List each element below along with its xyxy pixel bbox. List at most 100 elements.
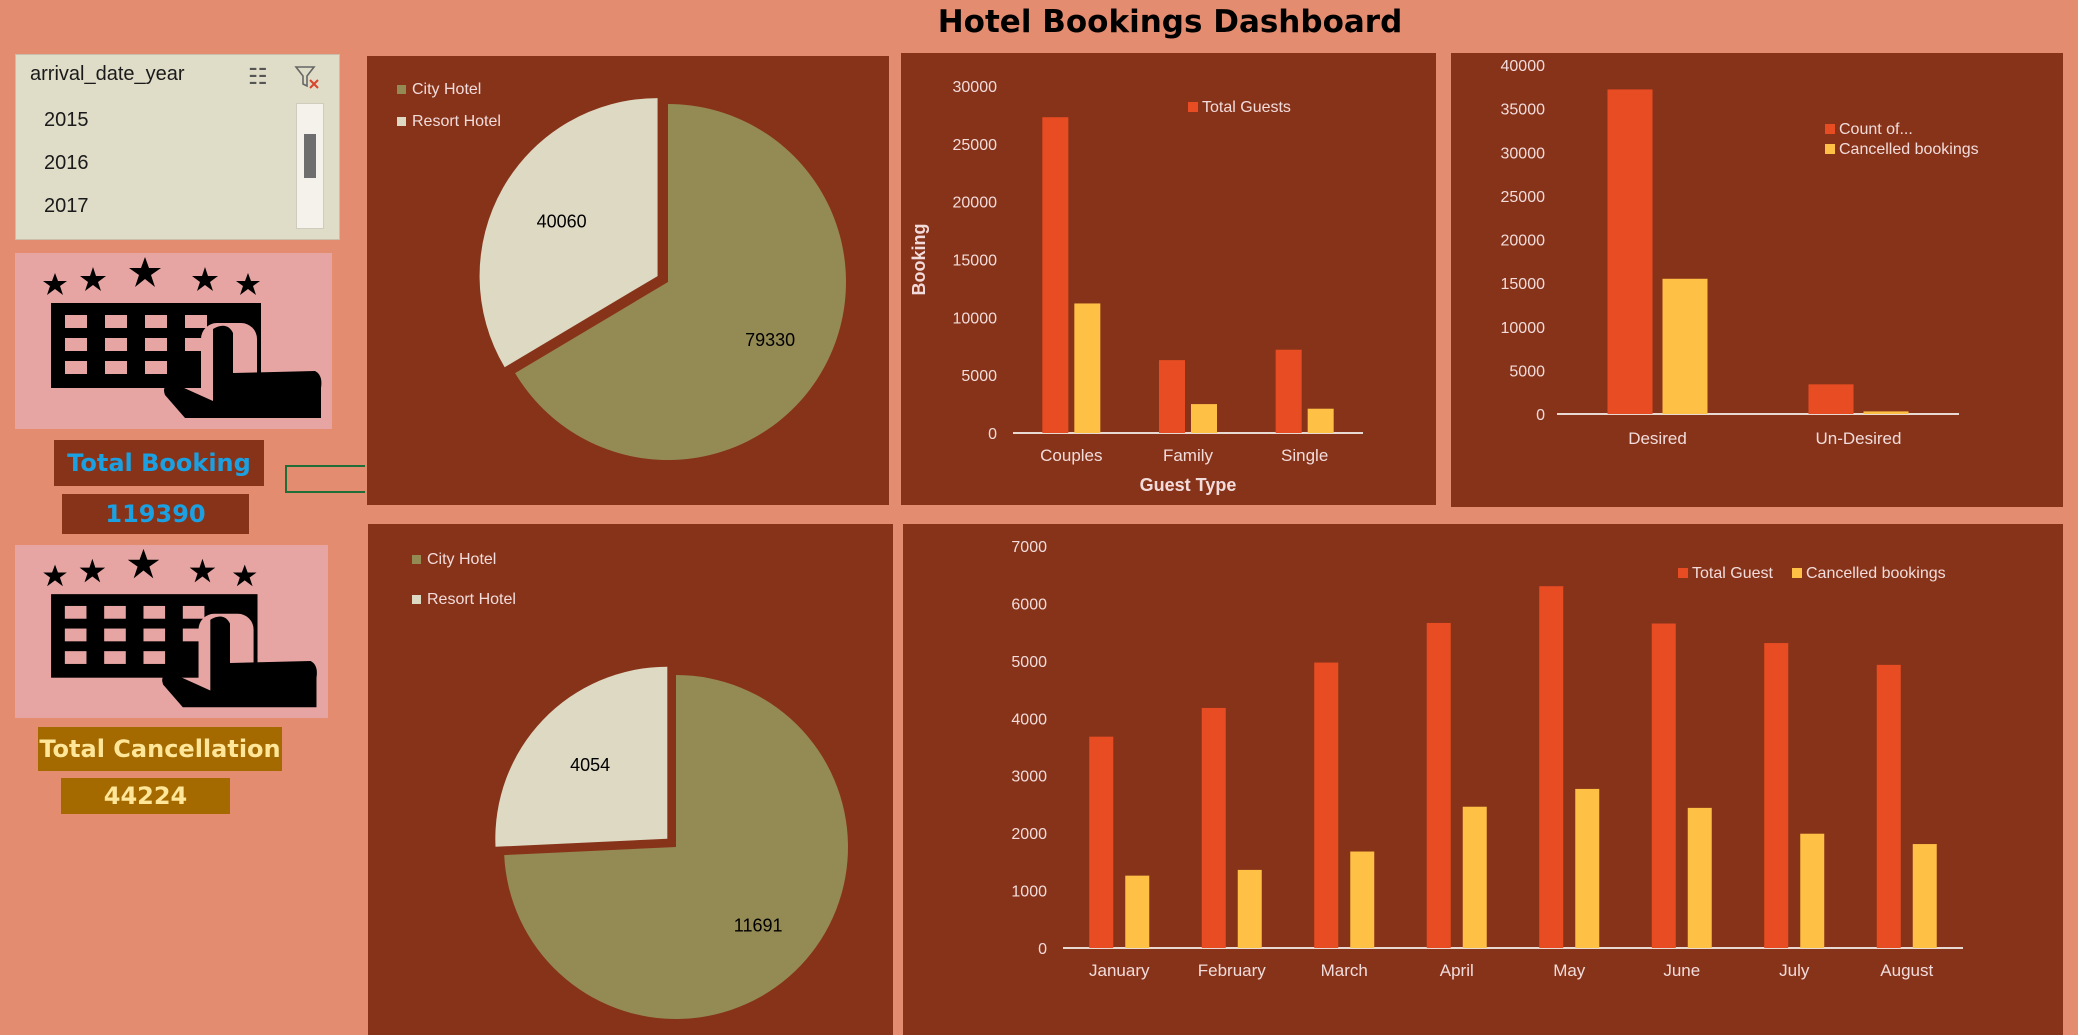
y-tick-label-0: 0 bbox=[1038, 941, 1047, 958]
x-tick-label-5: June bbox=[1663, 961, 1700, 980]
legend-swatch-0 bbox=[1678, 568, 1688, 578]
cancellation-pie-chart: City Hotel Resort Hotel 11691 4054 bbox=[368, 524, 893, 1035]
legend-label-0: Total Guests bbox=[1202, 99, 1291, 116]
total-booking-value: 119390 bbox=[62, 494, 249, 534]
pie-slice-city-hotel bbox=[515, 104, 846, 460]
bar-series-1-family bbox=[1191, 404, 1217, 433]
bar-total-guest-february bbox=[1201, 707, 1226, 948]
y-tick-label-5: 25000 bbox=[1501, 189, 1546, 206]
y-tick-label-0: 0 bbox=[988, 426, 997, 443]
guest-type-bar-chart: 0 5000 10000 15000 20000 25000 30000 Couples Fam… bbox=[901, 53, 1436, 505]
bar-cancelled-bookings-july bbox=[1800, 833, 1825, 948]
y-tick-label-3: 15000 bbox=[1501, 276, 1546, 293]
x-tick-label-1: Family bbox=[1163, 446, 1214, 465]
y-tick-label-5: 25000 bbox=[953, 137, 998, 154]
slicer-scroll-thumb[interactable] bbox=[304, 134, 316, 178]
bar-total-guest-august bbox=[1876, 664, 1901, 948]
bar-total-guests-family bbox=[1159, 360, 1185, 433]
x-tick-label-4: May bbox=[1553, 961, 1586, 980]
bar-count-of--un-desired bbox=[1808, 384, 1854, 414]
legend-swatch-1 bbox=[397, 117, 406, 126]
y-tick-label-2: 2000 bbox=[1011, 826, 1047, 843]
y-tick-label-2: 10000 bbox=[1501, 320, 1546, 337]
y-tick-label-8: 40000 bbox=[1501, 58, 1546, 75]
y-tick-label-5: 5000 bbox=[1011, 654, 1047, 671]
bar-cancelled-bookings-june bbox=[1687, 807, 1712, 948]
bar-series-1-couples bbox=[1074, 303, 1101, 433]
y-tick-label-1: 1000 bbox=[1011, 884, 1047, 901]
y-axis-title: Booking bbox=[909, 224, 929, 296]
legend-swatch-0 bbox=[1188, 102, 1198, 112]
y-tick-label-7: 7000 bbox=[1011, 539, 1047, 556]
bar-total-guest-may bbox=[1539, 586, 1564, 948]
desired-bar-chart: 0 5000 10000 15000 20000 25000 30000 35000 40000… bbox=[1451, 53, 2063, 507]
legend-swatch-0 bbox=[412, 555, 421, 564]
hotel-cancellation-tile bbox=[15, 545, 328, 722]
pie-slice-resort-hotel bbox=[479, 98, 658, 368]
y-tick-label-6: 30000 bbox=[1501, 145, 1546, 162]
clear-filter-icon[interactable] bbox=[294, 64, 320, 96]
cell-selection-box[interactable] bbox=[285, 465, 365, 493]
y-tick-label-4: 4000 bbox=[1011, 711, 1047, 728]
total-cancellation-label: Total Cancellation bbox=[38, 727, 282, 771]
bar-total-guest-march bbox=[1314, 662, 1339, 948]
monthly-bar-chart: 0 1000 2000 3000 4000 5000 6000 7000 January Febr… bbox=[903, 524, 2063, 1035]
y-tick-label-7: 35000 bbox=[1501, 102, 1546, 119]
slicer-item-2017[interactable]: 2017 bbox=[44, 195, 89, 217]
x-tick-label-2: March bbox=[1321, 961, 1368, 980]
x-tick-label-1: Un-Desired bbox=[1816, 429, 1902, 448]
y-tick-label-6: 6000 bbox=[1011, 596, 1047, 613]
total-cancellation-value: 44224 bbox=[61, 778, 230, 814]
legend-label-1: Cancelled bookings bbox=[1839, 141, 1979, 158]
legend-label-0: City Hotel bbox=[427, 551, 496, 568]
y-tick-label-4: 20000 bbox=[953, 195, 998, 212]
bar-count-of--desired bbox=[1607, 89, 1653, 415]
y-tick-label-1: 5000 bbox=[1509, 363, 1545, 380]
bar-cancelled-bookings-april bbox=[1462, 806, 1487, 948]
legend-label-1: Resort Hotel bbox=[427, 591, 516, 608]
bar-cancelled-bookings-march bbox=[1350, 851, 1375, 948]
legend-label-0: Total Guest bbox=[1692, 565, 1773, 582]
y-tick-label-1: 5000 bbox=[961, 368, 997, 385]
bar-total-guests-single bbox=[1275, 349, 1302, 433]
slicer-scrollbar[interactable] bbox=[296, 103, 324, 229]
bar-total-guest-july bbox=[1764, 643, 1789, 948]
bar-cancelled-bookings-may bbox=[1575, 788, 1600, 948]
legend-label-1: Resort Hotel bbox=[412, 113, 501, 130]
x-axis-title: Guest Type bbox=[1140, 475, 1237, 495]
bar-total-guest-january bbox=[1089, 736, 1114, 948]
bar-cancelled-bookings-un-desired bbox=[1863, 411, 1909, 414]
y-tick-label-3: 15000 bbox=[953, 253, 998, 270]
legend-swatch-1 bbox=[1825, 144, 1835, 154]
legend-swatch-0 bbox=[1825, 124, 1835, 134]
pie-label-resort-hotel: 4054 bbox=[570, 755, 610, 775]
legend-swatch-0 bbox=[397, 85, 406, 94]
pie-slice-city-hotel bbox=[504, 675, 848, 1019]
x-tick-label-0: January bbox=[1089, 961, 1150, 980]
slicer-item-2016[interactable]: 2016 bbox=[44, 152, 89, 174]
pie-label-city-hotel: 79330 bbox=[745, 330, 795, 350]
legend-label-0: Count of... bbox=[1839, 121, 1913, 138]
legend-label-1: Cancelled bookings bbox=[1806, 565, 1946, 582]
bar-total-guests-couples bbox=[1042, 117, 1069, 433]
pie-label-resort-hotel: 40060 bbox=[537, 212, 587, 232]
x-tick-label-3: April bbox=[1440, 961, 1474, 980]
y-tick-label-3: 3000 bbox=[1011, 769, 1047, 786]
bar-cancelled-bookings-desired bbox=[1662, 278, 1708, 414]
slicer-header: arrival_date_year bbox=[30, 63, 185, 85]
pie-label-city-hotel: 11691 bbox=[734, 915, 783, 935]
year-slicer[interactable]: arrival_date_year ☷ 2015 2016 2017 bbox=[15, 54, 340, 240]
y-tick-label-6: 30000 bbox=[953, 79, 998, 96]
bar-cancelled-bookings-february bbox=[1237, 869, 1262, 948]
slicer-item-2015[interactable]: 2015 bbox=[44, 109, 89, 131]
legend-swatch-1 bbox=[412, 595, 421, 604]
hotel-booking-tile bbox=[15, 253, 332, 433]
bar-series-1-single bbox=[1307, 408, 1334, 433]
y-tick-label-4: 20000 bbox=[1501, 233, 1546, 250]
x-tick-label-2: Single bbox=[1281, 446, 1328, 465]
x-tick-label-6: July bbox=[1779, 961, 1810, 980]
bar-total-guest-april bbox=[1426, 622, 1451, 948]
hotel-booking-icon bbox=[43, 257, 322, 433]
multi-select-icon[interactable]: ☷ bbox=[248, 64, 268, 89]
y-tick-label-0: 0 bbox=[1536, 407, 1545, 424]
